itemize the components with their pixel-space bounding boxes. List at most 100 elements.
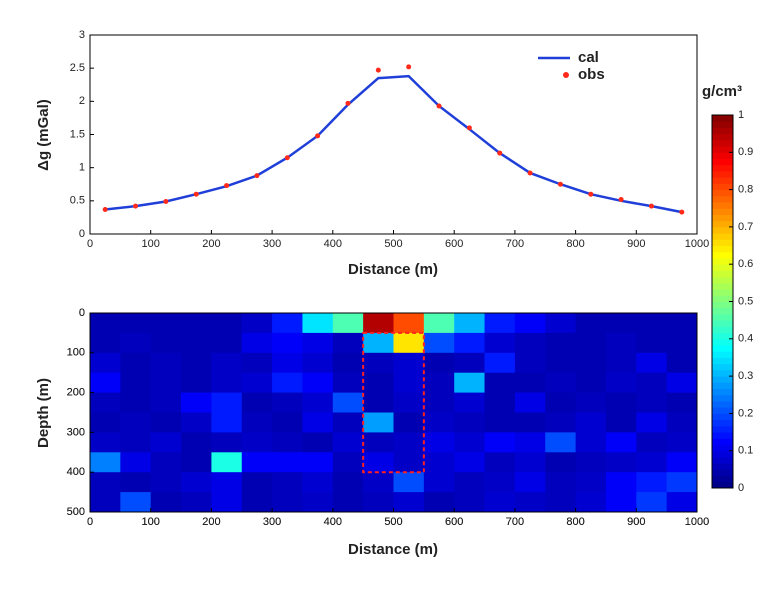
heatmap-cell	[605, 452, 637, 473]
x-axis-label: Distance (m)	[348, 261, 438, 278]
colorbar-swatch	[712, 326, 733, 334]
y-tick-label: 200	[67, 387, 85, 399]
x-tick-label: 800	[566, 516, 584, 528]
heatmap-cell	[666, 352, 698, 374]
heatmap-cell	[575, 352, 607, 374]
heatmap-cell	[211, 412, 243, 433]
heatmap-cell	[636, 372, 668, 394]
obs-point	[254, 173, 260, 179]
colorbar-swatch	[712, 164, 733, 172]
heatmap-cell	[120, 392, 152, 413]
heatmap-cell	[605, 392, 637, 413]
y-tick-label: 3	[79, 29, 85, 41]
y-axis-label: Δg (mGal)	[35, 99, 52, 171]
plot-area	[89, 34, 698, 235]
heatmap-cell	[514, 313, 546, 334]
colorbar-swatch	[712, 332, 733, 340]
x-tick-label: 1000	[685, 238, 709, 250]
colorbar-swatch	[712, 139, 733, 147]
heatmap-cell	[120, 412, 152, 433]
colorbar-swatch	[712, 469, 733, 477]
heatmap-cell	[241, 392, 273, 413]
y-tick-label: 400	[67, 466, 85, 478]
heatmap-cell	[605, 472, 637, 493]
heatmap-cell	[272, 472, 303, 493]
colorbar-swatch	[712, 382, 733, 390]
colorbar-swatch	[712, 270, 733, 278]
heatmap-cell	[302, 392, 334, 413]
heatmap-cell	[302, 372, 334, 394]
heatmap-cell	[514, 332, 546, 354]
heatmap-cell	[363, 452, 394, 473]
x-tick-label: 100	[142, 238, 160, 250]
heatmap-cell	[636, 352, 668, 374]
heatmap-cell	[150, 452, 182, 473]
heatmap-cell	[545, 352, 577, 374]
heatmap-cell	[120, 372, 152, 394]
colorbar-tick-label: 0.7	[738, 221, 753, 233]
heatmap-cell	[484, 472, 516, 493]
heatmap-cell	[454, 492, 486, 513]
colorbar-swatch	[712, 152, 733, 160]
heatmap-cell	[241, 352, 273, 374]
heatmap-cell	[575, 332, 607, 354]
heatmap-cell	[120, 472, 152, 493]
heatmap-cell	[181, 352, 212, 374]
obs-point	[557, 181, 563, 187]
colorbar-swatch	[712, 264, 733, 271]
heatmap-cell	[666, 392, 698, 413]
x-tick-label: 600	[445, 238, 463, 250]
heatmap-cell	[666, 332, 698, 354]
legend-marker	[563, 72, 569, 78]
heatmap-cell	[484, 372, 516, 394]
colorbar-swatch	[712, 345, 733, 352]
heatmap-cell	[575, 452, 607, 473]
heatmap-cell	[393, 352, 425, 374]
y-tick-label: 500	[67, 506, 85, 518]
heatmap-cell	[90, 412, 121, 433]
heatmap-cell	[393, 472, 425, 493]
x-tick-label: 600	[445, 516, 463, 528]
heatmap-cell	[302, 352, 334, 374]
x-tick-label: 800	[566, 238, 584, 250]
heatmap-cell	[666, 492, 698, 513]
heatmap-cell	[332, 332, 364, 354]
heatmap-cell	[393, 313, 425, 334]
heatmap-cell	[393, 332, 425, 354]
colorbar-swatch	[712, 425, 733, 433]
heatmap-cell	[363, 392, 394, 413]
heatmap-cell	[181, 412, 212, 433]
heatmap-cell	[332, 313, 364, 334]
heatmap-cell	[272, 432, 303, 453]
y-tick-label: 0	[79, 228, 85, 240]
heatmap-cell	[666, 372, 698, 394]
colorbar-swatch	[712, 121, 733, 128]
heatmap-cell	[181, 313, 212, 334]
heatmap-cell	[363, 352, 394, 374]
heatmap-cell	[666, 432, 698, 453]
heatmap-cell	[302, 472, 334, 493]
heatmap-cell	[211, 313, 243, 334]
colorbar-tick-label: 0.5	[738, 295, 753, 307]
heatmap-cell	[332, 372, 364, 394]
colorbar-swatch	[712, 351, 733, 358]
colorbar-swatch	[712, 444, 733, 452]
heatmap-cell	[363, 472, 394, 493]
obs-point	[315, 133, 321, 139]
heatmap-cell	[484, 332, 516, 354]
heatmap-cell	[545, 472, 577, 493]
x-tick-label: 100	[142, 516, 160, 528]
y-tick-label: 200	[67, 387, 85, 399]
x-tick-label: 400	[324, 516, 342, 528]
colorbar-swatch	[712, 363, 733, 371]
heatmap-cell	[241, 432, 273, 453]
heatmap-cell	[150, 372, 182, 394]
heatmap-cell	[454, 432, 486, 453]
heatmap-cell	[211, 472, 243, 493]
colorbar-swatch	[712, 251, 733, 259]
y-tick-label: 0.5	[70, 195, 85, 207]
x-tick-label: 300	[263, 516, 281, 528]
heatmap-cell	[636, 313, 668, 334]
heatmap-cell	[423, 432, 455, 453]
